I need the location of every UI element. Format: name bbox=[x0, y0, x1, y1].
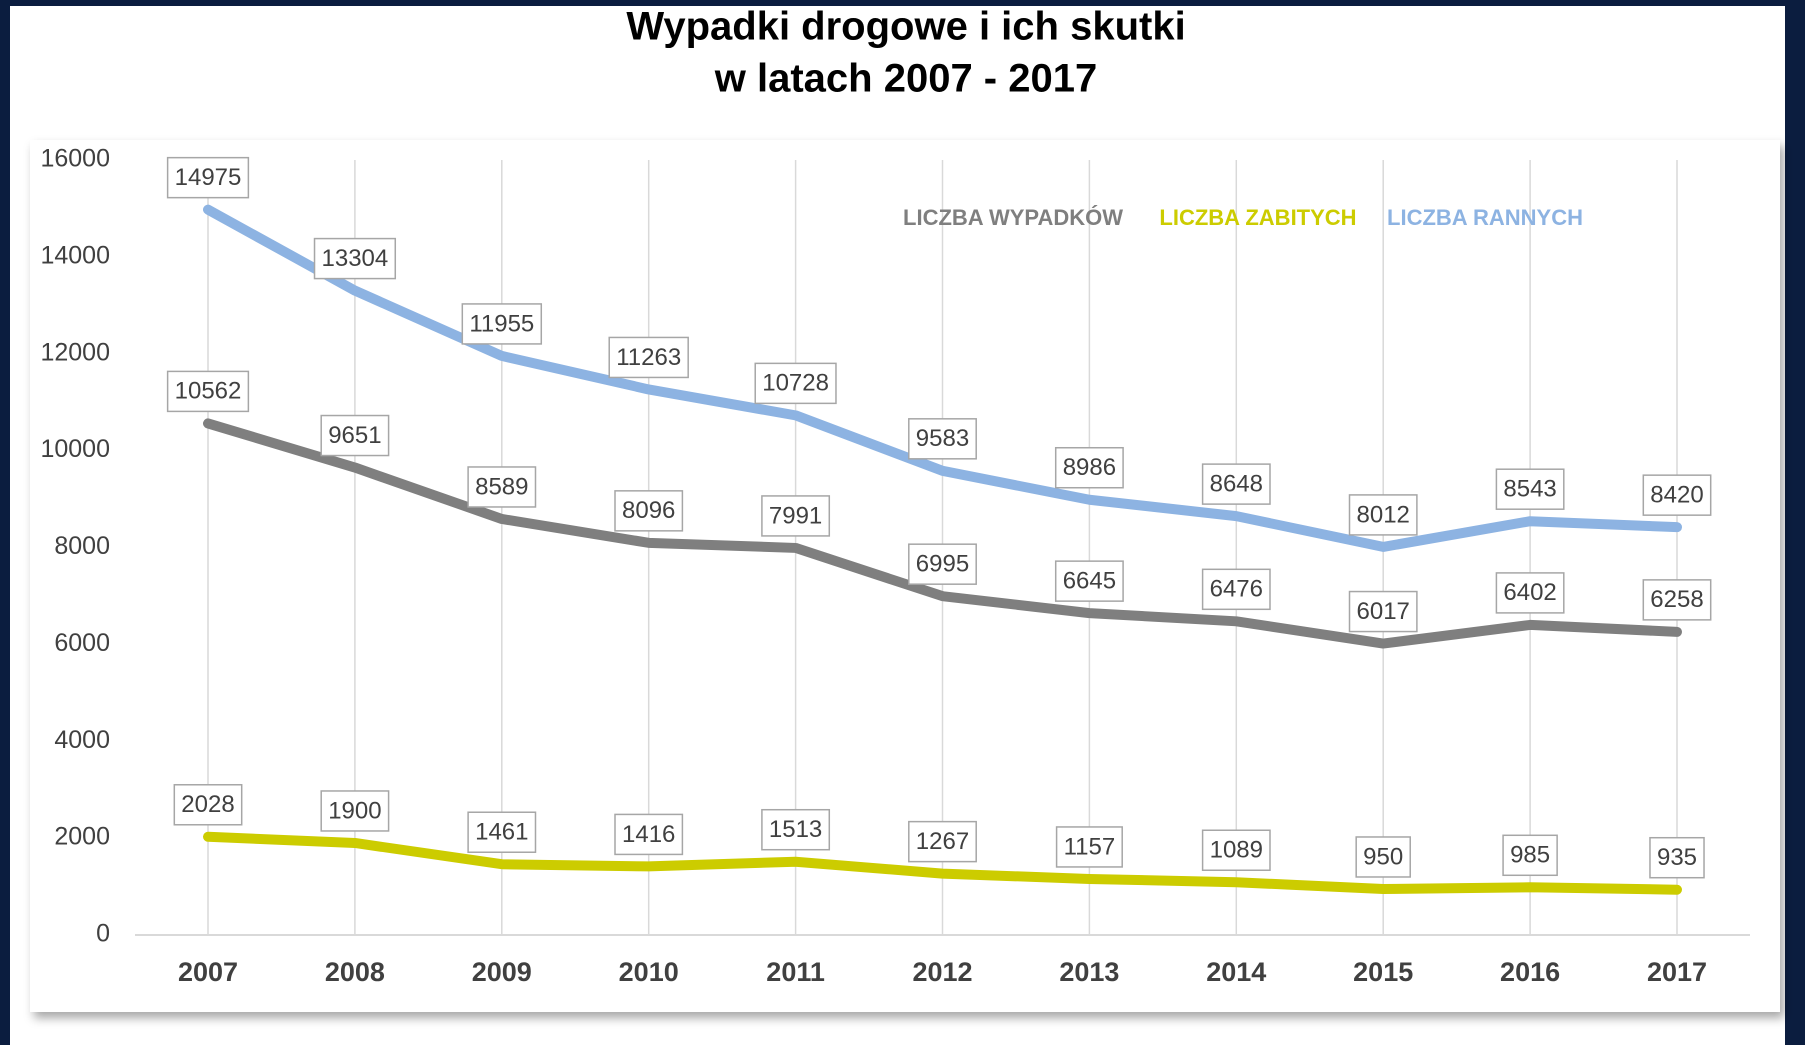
data-label-box bbox=[461, 303, 543, 345]
data-label: 11263 bbox=[616, 344, 681, 371]
data-label: 8589 bbox=[475, 473, 528, 500]
data-label: 6258 bbox=[1650, 586, 1703, 613]
data-label-box bbox=[467, 466, 537, 508]
data-label: 8096 bbox=[622, 497, 675, 524]
y-tick-label: 14000 bbox=[40, 241, 110, 269]
legend-entry: LICZBA ZABITYCH bbox=[1159, 205, 1356, 230]
data-label-box bbox=[1348, 494, 1418, 536]
data-label: 1461 bbox=[475, 819, 528, 846]
data-label: 11955 bbox=[469, 310, 534, 337]
y-tick-label: 2000 bbox=[54, 823, 110, 851]
data-label: 8543 bbox=[1503, 476, 1556, 503]
data-label-box bbox=[908, 418, 977, 460]
y-tick-label: 8000 bbox=[54, 532, 110, 560]
x-tick-label: 2013 bbox=[1059, 957, 1119, 987]
data-label: 6402 bbox=[1503, 579, 1556, 606]
data-label-box bbox=[1355, 836, 1411, 878]
data-label: 8012 bbox=[1357, 501, 1410, 528]
data-label-box bbox=[1201, 463, 1271, 505]
legend-entry: LICZBA WYPADKÓW bbox=[903, 205, 1123, 230]
data-label-box bbox=[1495, 468, 1565, 510]
data-label: 13304 bbox=[322, 245, 389, 272]
x-tick-label: 2009 bbox=[472, 957, 532, 987]
data-label: 9651 bbox=[328, 422, 381, 449]
data-label: 1513 bbox=[769, 816, 822, 843]
data-label-box bbox=[1649, 836, 1705, 879]
y-tick-label: 16000 bbox=[40, 145, 110, 173]
data-label-box bbox=[908, 820, 977, 863]
data-label: 6476 bbox=[1210, 576, 1263, 603]
data-label-box bbox=[1201, 829, 1271, 872]
data-label-box bbox=[320, 414, 390, 457]
line bbox=[203, 204, 1682, 552]
data-label: 2028 bbox=[181, 791, 234, 818]
data-label-box bbox=[1642, 474, 1712, 516]
data-label-box bbox=[614, 490, 684, 532]
legend-entry: LICZBA RANNYCH bbox=[1387, 205, 1583, 230]
x-tick-label: 2017 bbox=[1647, 957, 1707, 987]
x-tick-label: 2016 bbox=[1500, 957, 1560, 987]
data-label-box bbox=[1055, 826, 1123, 868]
data-label-box bbox=[467, 811, 537, 853]
data-label-box bbox=[1348, 590, 1418, 633]
y-tick-label: 0 bbox=[96, 920, 110, 948]
data-label-box bbox=[166, 156, 250, 199]
data-label: 8420 bbox=[1650, 482, 1703, 509]
x-tick-label: 2015 bbox=[1353, 957, 1413, 987]
data-label-box bbox=[908, 543, 977, 585]
data-label-box bbox=[1495, 572, 1565, 614]
data-label: 9583 bbox=[916, 425, 969, 452]
data-label: 1089 bbox=[1210, 837, 1263, 864]
y-tick-label: 10000 bbox=[40, 435, 110, 463]
data-label: 1416 bbox=[622, 821, 675, 848]
data-label: 6017 bbox=[1357, 598, 1410, 625]
x-tick-label: 2011 bbox=[766, 957, 825, 987]
data-label-box bbox=[1201, 568, 1271, 611]
x-tick-label: 2012 bbox=[912, 957, 972, 987]
x-tick-label: 2014 bbox=[1206, 957, 1266, 987]
x-tick-label: 2007 bbox=[178, 957, 238, 987]
data-label: 950 bbox=[1363, 843, 1403, 870]
data-label-box bbox=[313, 237, 397, 280]
data-label-box bbox=[761, 808, 831, 851]
data-label-box bbox=[614, 813, 684, 856]
data-label: 935 bbox=[1657, 844, 1697, 871]
x-tick-label: 2008 bbox=[325, 957, 385, 987]
data-label: 8986 bbox=[1063, 454, 1116, 481]
line bbox=[203, 831, 1682, 895]
data-label-box bbox=[1054, 446, 1124, 489]
data-label: 1157 bbox=[1064, 833, 1116, 860]
data-label: 7991 bbox=[769, 502, 822, 529]
data-label: 14975 bbox=[175, 164, 242, 191]
data-label: 1900 bbox=[328, 797, 381, 824]
data-label-box bbox=[173, 784, 243, 826]
data-label-box bbox=[320, 790, 390, 832]
x-tick-label: 2010 bbox=[619, 957, 679, 987]
data-label: 6995 bbox=[916, 551, 969, 578]
data-label-box bbox=[761, 495, 831, 537]
data-label: 10728 bbox=[762, 370, 829, 397]
y-tick-label: 12000 bbox=[40, 338, 110, 366]
data-label-box bbox=[1642, 579, 1712, 621]
data-label-box bbox=[1502, 834, 1558, 877]
data-label-box bbox=[1054, 560, 1124, 602]
y-tick-label: 6000 bbox=[54, 629, 110, 657]
data-label: 1267 bbox=[916, 828, 969, 855]
data-label-box bbox=[166, 370, 250, 413]
data-label: 8648 bbox=[1210, 470, 1263, 497]
data-label: 985 bbox=[1510, 842, 1550, 869]
data-label: 6645 bbox=[1063, 567, 1116, 594]
data-label-box bbox=[608, 336, 689, 379]
y-tick-label: 4000 bbox=[54, 726, 110, 754]
chart-title: Wypadki drogowe i ich skutki bbox=[626, 5, 1185, 49]
line bbox=[203, 418, 1682, 649]
data-label: 10562 bbox=[175, 378, 242, 405]
data-label-box bbox=[754, 362, 837, 405]
chart-subtitle: w latach 2007 - 2017 bbox=[714, 57, 1097, 101]
